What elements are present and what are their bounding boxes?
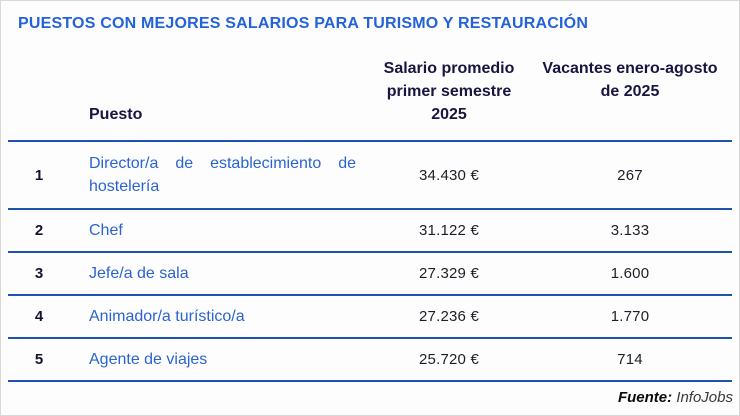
page-title: PUESTOS CON MEJORES SALARIOS PARA TURISM… (18, 15, 589, 32)
puesto-link[interactable]: Agente de viajes (89, 351, 208, 368)
rank-cell: 3 (34, 265, 44, 282)
vacantes-cell: 1.770 (610, 308, 650, 325)
source-value: InfoJobs (676, 389, 733, 406)
table-row: 5 Agente de viajes 25.720 € 714 (8, 339, 732, 382)
vacantes-cell: 714 (617, 351, 643, 368)
puesto-link[interactable]: Animador/a turístico/a (89, 308, 245, 325)
rank-cell: 4 (34, 308, 44, 325)
table-row: 4 Animador/a turístico/a 27.236 € 1.770 (8, 296, 732, 339)
table-row: 2 Chef 31.122 € 3.133 (8, 210, 732, 253)
vacantes-cell: 267 (617, 166, 643, 184)
salario-cell: 27.236 € (419, 308, 479, 325)
source-label: Fuente: (617, 389, 673, 406)
puesto-link[interactable]: Jefe/a de sala (89, 265, 189, 282)
table-row: 1 Director/a de establecimiento de hoste… (8, 142, 732, 210)
table-header-row: Puesto Salario promedio primer semestre … (8, 57, 732, 142)
header-rank-spacer (8, 57, 70, 126)
salary-table: Puesto Salario promedio primer semestre … (8, 57, 732, 382)
column-header-vacantes: Vacantes enero-agosto de 2025 (542, 60, 718, 100)
column-header-salario: Salario promedio primer semestre 2025 (383, 60, 515, 123)
vacantes-cell: 1.600 (610, 265, 650, 282)
salario-cell: 34.430 € (419, 166, 479, 184)
salario-cell: 25.720 € (419, 351, 479, 368)
salario-cell: 27.329 € (419, 265, 479, 282)
rank-cell: 1 (34, 166, 44, 184)
vacantes-cell: 3.133 (610, 222, 650, 239)
puesto-link[interactable]: Director/a de establecimiento de hostele… (89, 155, 356, 195)
table-row: 3 Jefe/a de sala 27.329 € 1.600 (8, 253, 732, 296)
rank-cell: 5 (34, 351, 44, 368)
salario-cell: 31.122 € (419, 222, 479, 239)
source-attribution: Fuente: InfoJobs (1, 389, 739, 407)
puesto-link[interactable]: Chef (89, 222, 123, 239)
column-header-puesto: Puesto (89, 106, 143, 123)
rank-cell: 2 (34, 222, 44, 239)
